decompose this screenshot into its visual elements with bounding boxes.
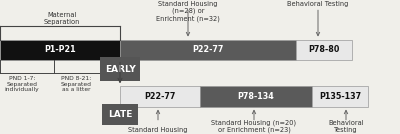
Text: P22-77: P22-77 [192, 45, 224, 54]
Bar [120, 40, 296, 60]
Text: LATE: LATE [108, 110, 132, 119]
Text: P22-77: P22-77 [144, 92, 176, 101]
Text: Behavioral Testing: Behavioral Testing [287, 1, 349, 7]
Text: PND 1-7:
Separated
individually: PND 1-7: Separated individually [5, 76, 39, 92]
Text: Maternal
Separation: Maternal Separation [44, 12, 80, 25]
Text: PND 8-21:
Separated
as a litter: PND 8-21: Separated as a litter [60, 76, 92, 92]
Bar [296, 40, 352, 60]
Text: Standard Housing (n=20)
or Enrichment (n=23): Standard Housing (n=20) or Enrichment (n… [212, 119, 296, 133]
Bar [0, 40, 120, 60]
Bar [200, 86, 312, 107]
Text: EARLY: EARLY [105, 64, 135, 74]
Text: P78-80: P78-80 [308, 45, 340, 54]
Bar [120, 86, 200, 107]
Text: Behavioral
Testing: Behavioral Testing [328, 120, 364, 133]
Text: P135-137: P135-137 [319, 92, 361, 101]
Text: Standard Housing: Standard Housing [128, 127, 188, 133]
Bar [312, 86, 368, 107]
Text: Standard Housing
(n=28) or
Enrichment (n=32): Standard Housing (n=28) or Enrichment (n… [156, 1, 220, 22]
Text: P78-134: P78-134 [238, 92, 274, 101]
Bar [102, 104, 138, 125]
Text: P1-P21: P1-P21 [44, 45, 76, 54]
Bar [100, 57, 140, 81]
